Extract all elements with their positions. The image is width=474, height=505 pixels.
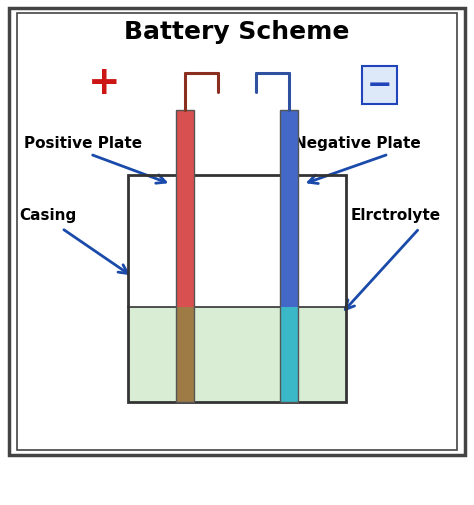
Bar (280, 111, 298, 307)
Text: +: + (88, 64, 120, 102)
Bar (176, 111, 194, 307)
Text: Positive Plate: Positive Plate (24, 136, 142, 150)
Text: Elrctrolyte: Elrctrolyte (351, 208, 441, 222)
Text: Image ID: HNJEA5: Image ID: HNJEA5 (387, 475, 455, 484)
Bar (280, 111, 298, 402)
Text: −: − (366, 71, 392, 100)
Bar (176, 111, 194, 402)
Text: alamy: alamy (19, 477, 79, 495)
Text: Battery Scheme: Battery Scheme (124, 20, 350, 44)
Text: www.alamy.com: www.alamy.com (379, 488, 455, 496)
Bar (280, 307, 298, 402)
Text: Casing: Casing (19, 208, 76, 222)
Bar (176, 307, 194, 402)
Bar (128, 307, 346, 402)
Bar (128, 176, 346, 402)
Text: Negative Plate: Negative Plate (294, 136, 420, 150)
